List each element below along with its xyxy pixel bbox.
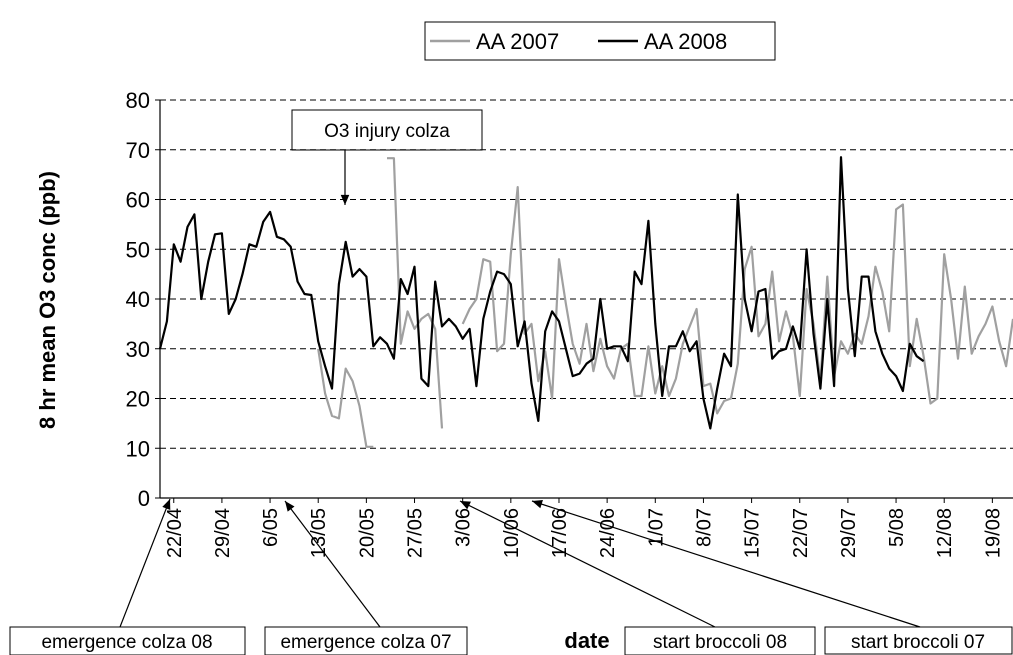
x-tick-label: 20/05 xyxy=(356,508,378,558)
legend-label: AA 2008 xyxy=(644,29,727,54)
y-tick-label: 40 xyxy=(126,287,150,312)
x-tick-label: 8/07 xyxy=(693,508,715,547)
annotation-box xyxy=(9,626,246,655)
x-axis-label: date xyxy=(564,628,609,653)
x-tick-label: 22/07 xyxy=(790,508,812,558)
x-tick-label: 12/08 xyxy=(934,508,956,558)
x-tick-label: 24/06 xyxy=(597,508,619,558)
series-line xyxy=(158,156,925,430)
arrow xyxy=(531,500,921,628)
arrow-head xyxy=(285,501,295,512)
x-tick-label: 15/07 xyxy=(742,508,764,558)
arrow xyxy=(459,500,716,628)
x-tick-label: 10/06 xyxy=(501,508,523,558)
annotation: emergence colza 07 xyxy=(280,632,451,653)
series-line xyxy=(317,157,1013,448)
x-tick-label: 22/04 xyxy=(164,508,186,558)
x-tick-label: 29/04 xyxy=(212,508,234,558)
x-tick-label: 6/05 xyxy=(260,508,282,547)
arrow-head xyxy=(460,501,471,510)
y-tick-label: 30 xyxy=(126,337,150,362)
x-tick-label: 17/06 xyxy=(549,508,571,558)
y-tick-label: 10 xyxy=(126,436,150,461)
arrow-head xyxy=(532,500,543,509)
y-tick-label: 0 xyxy=(138,486,150,511)
y-tick-label: 50 xyxy=(126,237,150,262)
annotation-box xyxy=(624,626,816,655)
annotation: emergence colza 08 xyxy=(41,632,212,653)
y-tick-label: 70 xyxy=(126,138,150,163)
y-axis-label: 8 hr mean O3 conc (ppb) xyxy=(35,171,60,429)
y-tick-label: 20 xyxy=(126,387,150,412)
arrow xyxy=(119,498,171,628)
annotation: O3 injury colza xyxy=(324,121,450,142)
annotation: start broccoli 08 xyxy=(653,632,787,653)
x-tick-label: 1/07 xyxy=(645,508,667,547)
x-tick-label: 29/07 xyxy=(838,508,860,558)
y-tick-label: 80 xyxy=(126,88,150,113)
legend-label: AA 2007 xyxy=(476,29,559,54)
y-tick-label: 60 xyxy=(126,188,150,213)
x-tick-label: 27/05 xyxy=(405,508,427,558)
annotation-box xyxy=(291,109,483,151)
x-tick-label: 3/06 xyxy=(453,508,475,547)
x-tick-label: 13/05 xyxy=(308,508,330,558)
x-tick-label: 19/08 xyxy=(982,508,1004,558)
annotation: start broccoli 07 xyxy=(851,632,985,653)
arrow-head xyxy=(162,499,171,510)
x-tick-label: 5/08 xyxy=(886,508,908,547)
annotation-box xyxy=(264,626,468,655)
arrow xyxy=(284,500,381,628)
